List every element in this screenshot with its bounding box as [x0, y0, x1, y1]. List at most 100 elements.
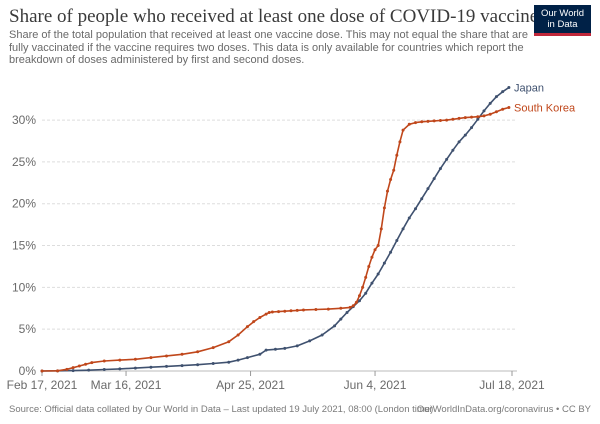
- y-tick-label: 0%: [19, 364, 37, 378]
- data-point-japan: [389, 250, 393, 254]
- data-point-japan: [345, 310, 349, 314]
- series-line-south-korea: [41, 106, 510, 372]
- legend-label-japan: Japan: [514, 82, 544, 94]
- data-point-japan: [482, 109, 486, 113]
- data-point-japan: [264, 348, 268, 352]
- data-point-south-korea: [118, 358, 122, 362]
- data-point-japan: [87, 368, 91, 372]
- data-point-japan: [258, 352, 262, 356]
- data-point-japan: [236, 358, 240, 362]
- data-point-japan: [333, 324, 337, 328]
- data-point-south-korea: [252, 320, 256, 324]
- data-point-japan: [133, 366, 137, 370]
- data-point-south-korea: [295, 308, 299, 312]
- data-point-south-korea: [40, 369, 44, 373]
- y-tick-label: 30%: [12, 113, 36, 127]
- series-line-japan: [41, 86, 510, 372]
- data-point-south-korea: [463, 116, 467, 120]
- data-point-south-korea: [314, 308, 318, 312]
- data-point-south-korea: [373, 248, 377, 252]
- data-point-japan: [211, 361, 215, 365]
- data-point-south-korea: [180, 352, 184, 356]
- data-point-south-korea: [283, 309, 287, 313]
- data-point-south-korea: [165, 354, 169, 358]
- data-point-japan: [463, 133, 467, 137]
- data-point-south-korea: [476, 115, 480, 119]
- x-tick-label: Jul 18, 2021: [479, 378, 545, 392]
- data-point-japan: [426, 187, 430, 191]
- data-point-south-korea: [432, 119, 436, 123]
- data-point-japan: [457, 140, 461, 144]
- data-point-japan: [451, 148, 455, 152]
- y-tick-label: 10%: [12, 280, 36, 294]
- data-point-south-korea: [264, 312, 268, 316]
- data-point-japan: [501, 90, 505, 94]
- data-point-japan: [395, 239, 399, 243]
- data-point-south-korea: [258, 315, 262, 319]
- data-point-japan: [283, 346, 287, 350]
- data-point-japan: [376, 272, 380, 276]
- data-point-japan: [370, 281, 374, 285]
- data-point-south-korea: [270, 310, 274, 314]
- data-point-japan: [320, 333, 324, 337]
- data-point-japan: [196, 363, 200, 367]
- data-point-south-korea: [227, 340, 231, 344]
- data-point-south-korea: [395, 153, 399, 157]
- logo-line-1: Our World: [540, 8, 585, 19]
- data-point-japan: [507, 85, 511, 89]
- data-point-south-korea: [370, 255, 374, 259]
- data-point-south-korea: [326, 307, 330, 311]
- y-tick-label: 25%: [12, 155, 36, 169]
- chart-title: Share of people who received at least on…: [9, 6, 539, 27]
- y-tick-label: 15%: [12, 239, 36, 253]
- data-point-south-korea: [367, 264, 371, 268]
- data-point-south-korea: [392, 168, 396, 172]
- data-point-south-korea: [277, 310, 281, 314]
- data-point-japan: [476, 117, 480, 121]
- data-point-south-korea: [71, 366, 75, 370]
- data-point-japan: [149, 365, 153, 369]
- data-point-south-korea: [84, 362, 88, 366]
- data-point-japan: [180, 364, 184, 368]
- chart-subtitle: Share of the total population that recei…: [9, 29, 528, 66]
- data-point-south-korea: [385, 189, 389, 193]
- data-point-japan: [339, 317, 343, 321]
- data-point-south-korea: [348, 305, 352, 309]
- data-point-south-korea: [90, 361, 94, 365]
- data-point-south-korea: [133, 357, 137, 361]
- data-point-south-korea: [102, 359, 106, 363]
- license-link[interactable]: OurWorldInData.org/coronavirus • CC BY: [416, 404, 591, 415]
- data-point-south-korea: [438, 119, 442, 123]
- data-point-japan: [420, 197, 424, 201]
- data-point-south-korea: [149, 356, 153, 360]
- data-point-japan: [71, 369, 75, 373]
- data-point-south-korea: [451, 117, 455, 121]
- data-point-japan: [445, 157, 449, 161]
- y-tick-label: 20%: [12, 197, 36, 211]
- data-point-japan: [245, 356, 249, 360]
- data-point-japan: [470, 126, 474, 130]
- data-point-south-korea: [245, 325, 249, 329]
- logo-line-2: in Data: [547, 19, 578, 30]
- data-point-japan: [273, 347, 277, 351]
- data-point-south-korea: [501, 107, 505, 111]
- x-tick-label: Feb 17, 2021: [7, 378, 78, 392]
- data-point-south-korea: [379, 227, 383, 231]
- data-point-south-korea: [211, 346, 215, 350]
- data-point-south-korea: [301, 308, 305, 312]
- data-point-south-korea: [445, 118, 449, 122]
- data-point-japan: [357, 299, 361, 303]
- data-point-south-korea: [426, 119, 430, 123]
- data-point-south-korea: [236, 333, 240, 337]
- data-point-japan: [407, 216, 411, 220]
- data-point-south-korea: [351, 304, 355, 308]
- data-point-south-korea: [389, 177, 393, 181]
- data-point-south-korea: [339, 306, 343, 310]
- data-point-japan: [438, 167, 442, 171]
- data-point-south-korea: [56, 369, 60, 373]
- data-point-japan: [165, 364, 169, 368]
- data-point-south-korea: [507, 106, 511, 110]
- x-tick-label: Mar 16, 2021: [91, 378, 162, 392]
- owid-logo[interactable]: Our World in Data: [534, 5, 591, 36]
